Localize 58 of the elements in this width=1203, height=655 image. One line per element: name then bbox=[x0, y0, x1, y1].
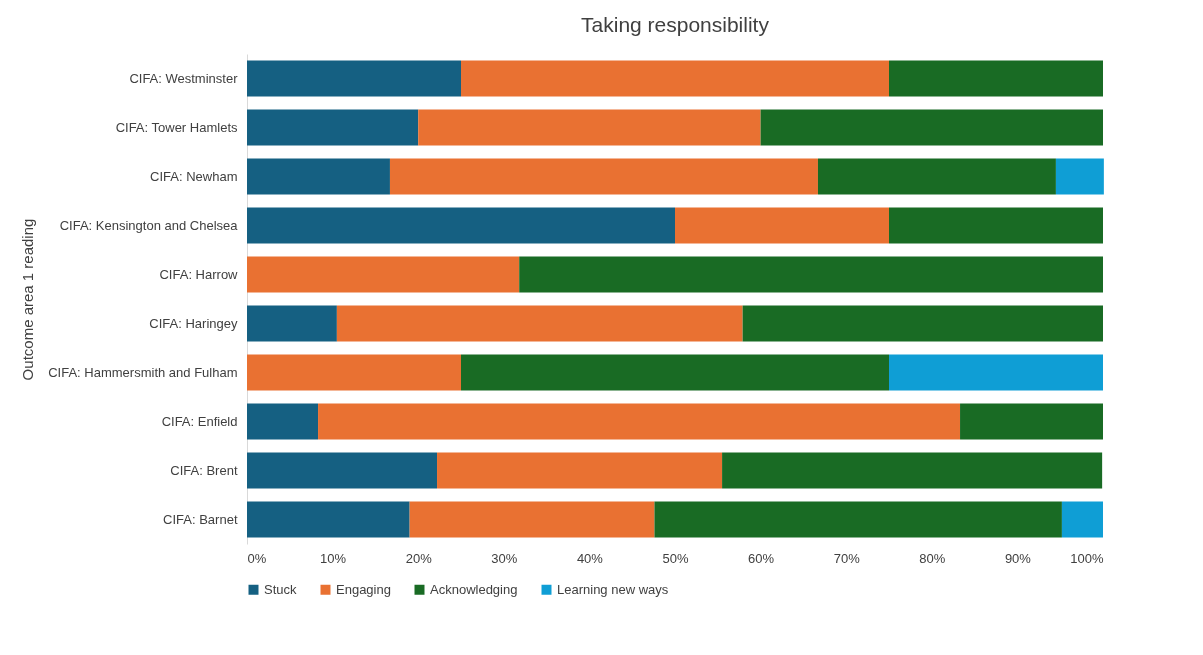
bar bbox=[1055, 158, 1104, 195]
y-tick-label: CIFA: Kensington and Chelsea bbox=[59, 217, 239, 233]
x-tick-label: 30% bbox=[491, 550, 518, 566]
y-tick-label: CIFA: Westminster bbox=[129, 70, 239, 86]
bar bbox=[247, 501, 410, 538]
bar bbox=[654, 501, 1062, 538]
bar bbox=[889, 354, 1103, 391]
bar bbox=[760, 109, 1103, 146]
bar bbox=[247, 403, 319, 440]
y-tick-label: CIFA: Barnet bbox=[163, 511, 238, 527]
bar bbox=[389, 158, 818, 195]
y-tick-label: CIFA: Hammersmith and Fulham bbox=[48, 364, 238, 380]
y-tick-label: CIFA: Enfield bbox=[161, 413, 238, 429]
bar bbox=[247, 354, 461, 391]
x-tick-label: 20% bbox=[405, 550, 433, 566]
x-tick-label: 40% bbox=[576, 550, 604, 566]
bar bbox=[960, 403, 1103, 440]
bar bbox=[247, 158, 390, 195]
bar bbox=[722, 452, 1103, 489]
x-tick-label: 10% bbox=[320, 550, 347, 566]
bar bbox=[247, 305, 337, 342]
y-tick-label: CIFA: Brent bbox=[170, 462, 238, 478]
x-tick-label: 90% bbox=[1004, 550, 1032, 566]
y-tick-label: CIFA: Newham bbox=[150, 168, 238, 184]
bar bbox=[519, 256, 1103, 293]
bar bbox=[889, 60, 1103, 97]
bar bbox=[247, 109, 419, 146]
legend-label: Learning new ways bbox=[557, 581, 669, 597]
y-tick-label: CIFA: Haringey bbox=[149, 315, 238, 331]
x-tick-label: 100% bbox=[1070, 550, 1104, 566]
bar bbox=[247, 60, 461, 97]
bar bbox=[409, 501, 655, 538]
legend-label: Acknowledging bbox=[430, 581, 518, 597]
bar bbox=[247, 256, 520, 293]
bar bbox=[437, 452, 723, 489]
bar bbox=[247, 452, 438, 489]
x-tick-label: 50% bbox=[662, 550, 689, 566]
bar bbox=[675, 207, 889, 244]
legend-label: Stuck bbox=[264, 581, 298, 597]
bar bbox=[336, 305, 743, 342]
bar bbox=[318, 403, 961, 440]
bar bbox=[418, 109, 761, 146]
bar bbox=[461, 354, 889, 391]
y-tick-label: CIFA: Harrow bbox=[159, 266, 239, 282]
legend-label: Engaging bbox=[336, 581, 391, 597]
y-tick-label: CIFA: Tower Hamlets bbox=[115, 119, 238, 135]
bar bbox=[817, 158, 1056, 195]
bar bbox=[247, 207, 675, 244]
x-tick-label: 0% bbox=[247, 550, 267, 566]
x-tick-label: 70% bbox=[833, 550, 861, 566]
chart-title: Taking responsibility bbox=[581, 13, 770, 36]
x-tick-label: 80% bbox=[919, 550, 946, 566]
y-axis-title: Outcome area 1 reading bbox=[19, 218, 37, 381]
bar bbox=[461, 60, 889, 97]
bar bbox=[1061, 501, 1103, 538]
x-tick-label: 60% bbox=[748, 550, 775, 566]
bar bbox=[889, 207, 1103, 244]
bar bbox=[742, 305, 1103, 342]
